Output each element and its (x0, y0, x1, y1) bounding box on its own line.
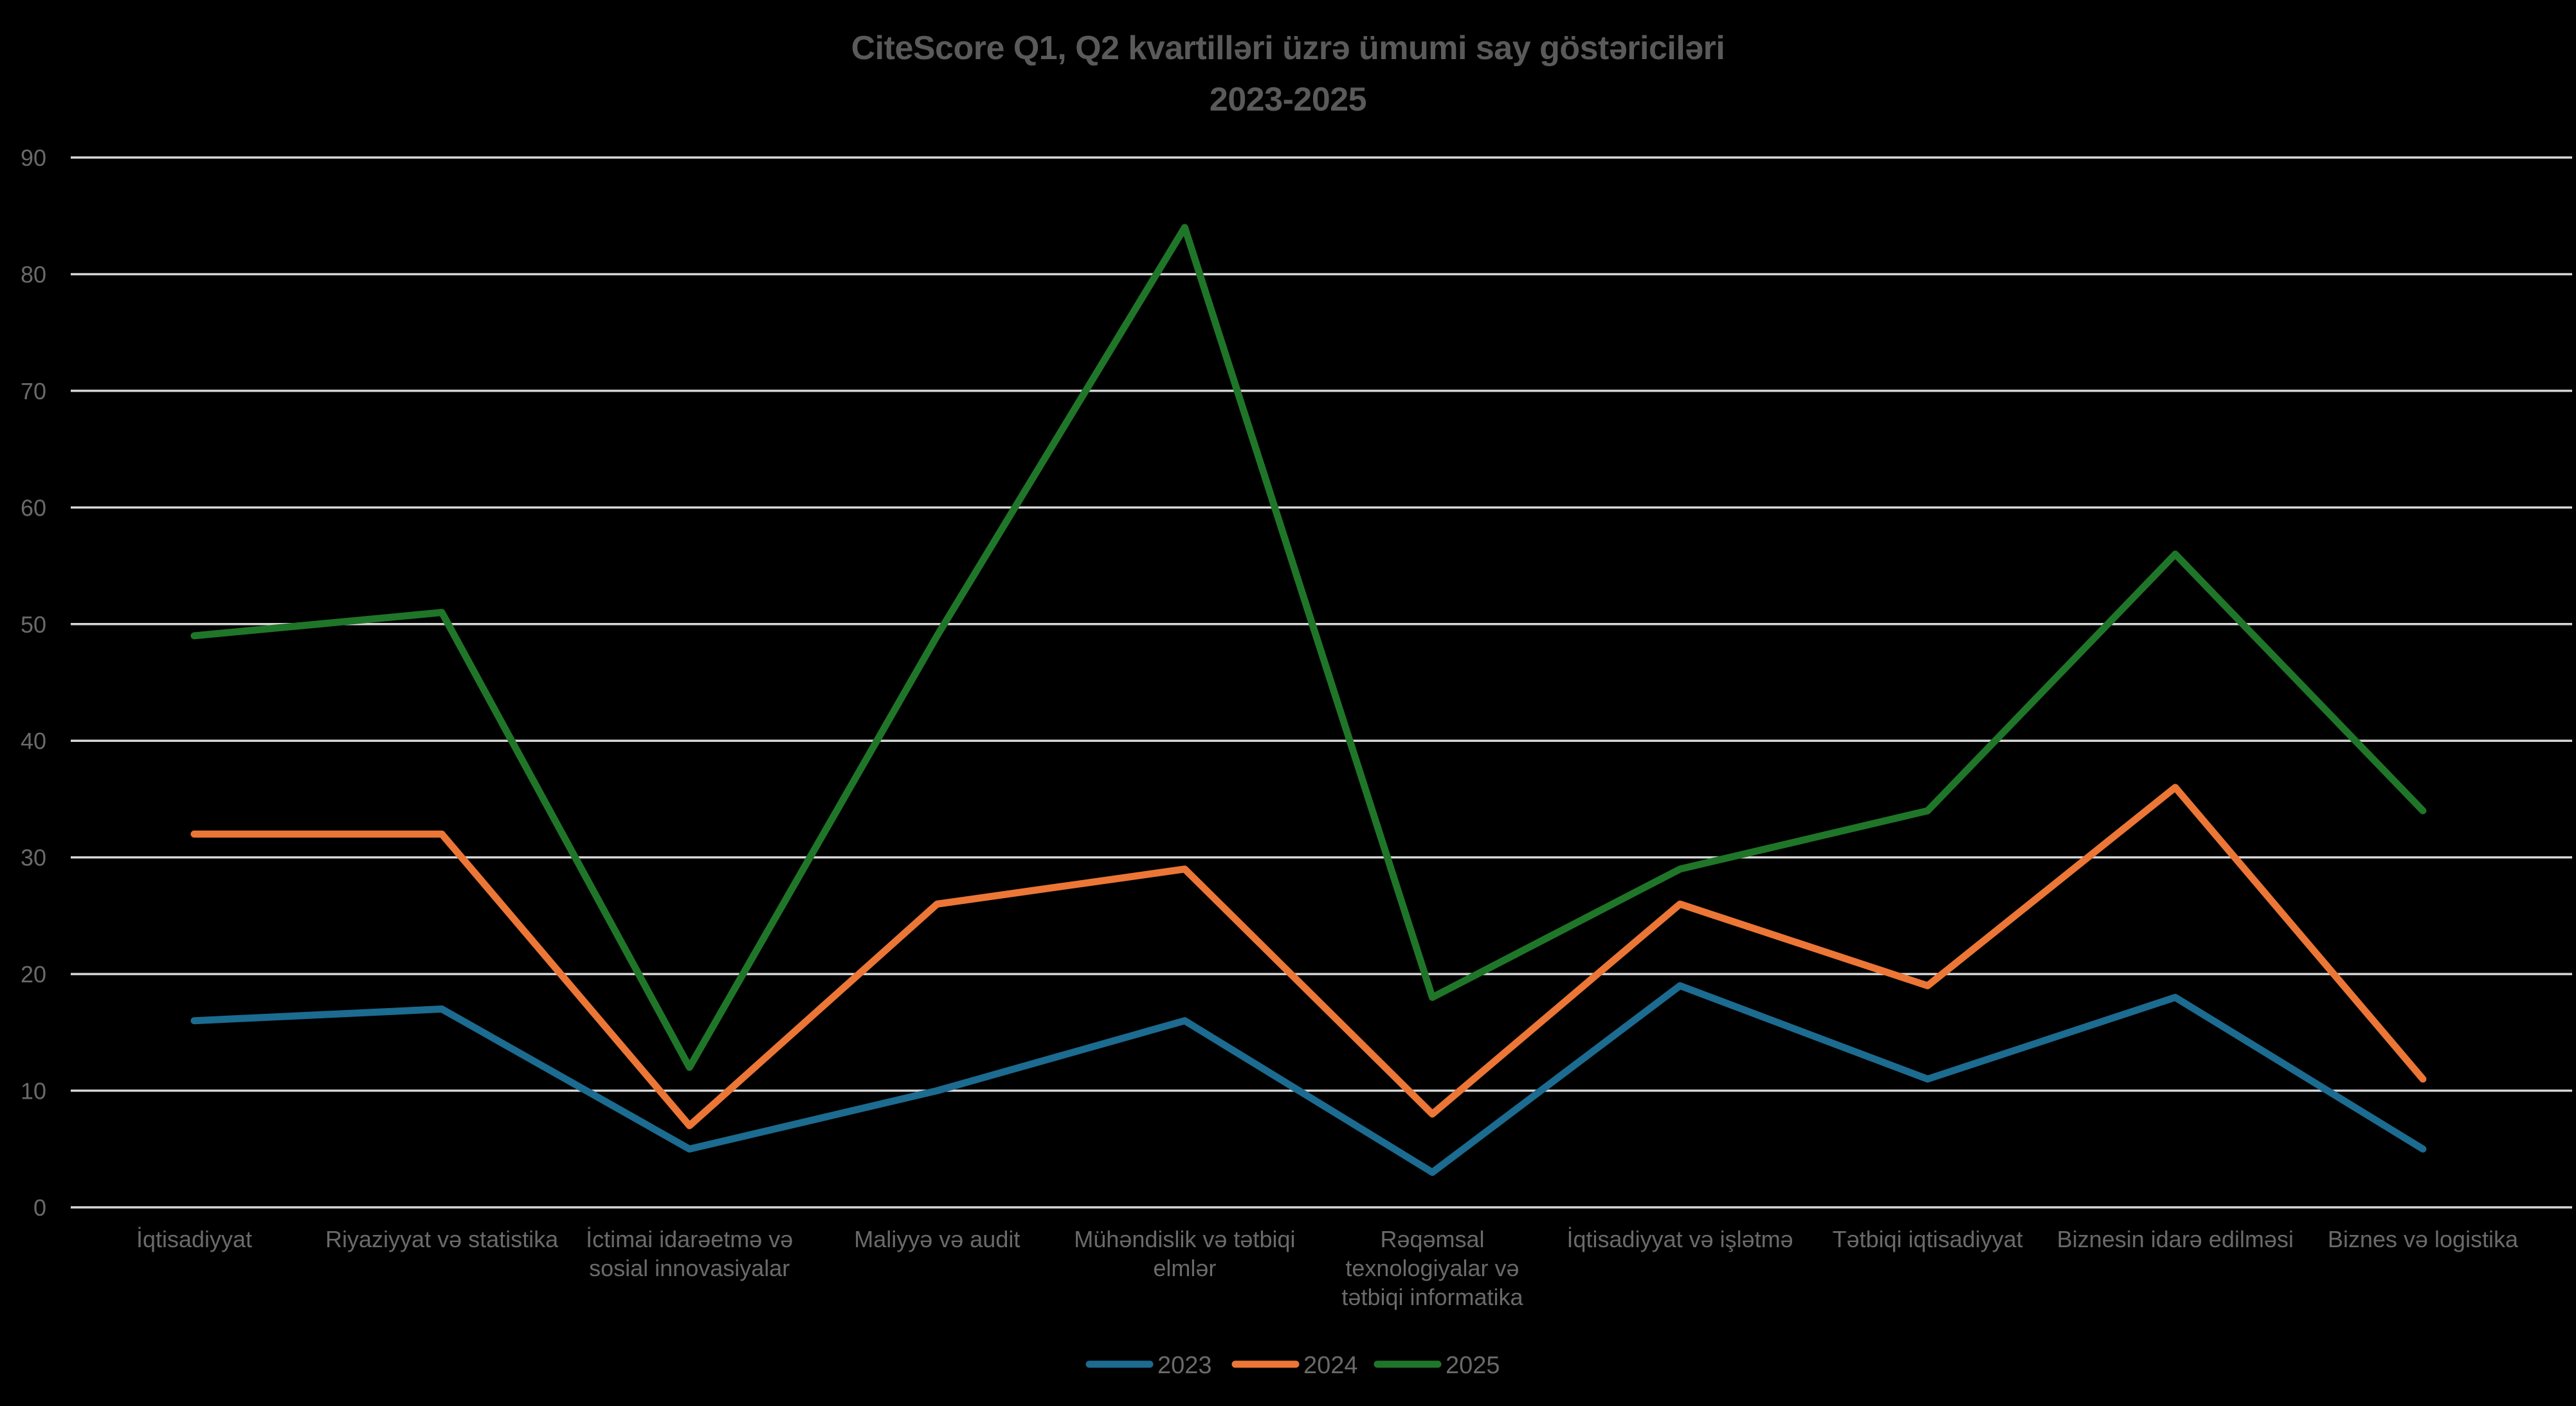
x-category-label-2-line-1: Riyaziyyat və statistika (325, 1226, 559, 1252)
x-category-label-7-line-1: İqtisadiyyat və işlətmə (1567, 1226, 1793, 1252)
x-category-label-3-line-2: sosial innovasiyalar (589, 1255, 790, 1281)
x-category-label-9-line-1: Biznesin idarə edilməsi (2057, 1226, 2294, 1252)
y-tick-label-40: 40 (21, 728, 46, 754)
legend-label-2023: 2023 (1157, 1352, 1212, 1379)
chart-title: CiteScore Q1, Q2 kvartilləri üzrə ümumi … (851, 30, 1725, 67)
legend-item-2024: 2024 (1231, 1352, 1358, 1379)
x-category-label-1-line-1: İqtisadiyyat (136, 1226, 252, 1252)
x-category-label-4-line-1: Maliyyə və audit (854, 1226, 1020, 1252)
legend-item-2023: 2023 (1085, 1352, 1212, 1379)
y-tick-label-10: 10 (21, 1078, 46, 1104)
y-tick-label-20: 20 (21, 961, 46, 987)
gridlines (71, 156, 2572, 1209)
series-lines (190, 224, 2427, 1176)
legend-label-2024: 2024 (1303, 1352, 1358, 1379)
x-category-label-6-line-3: tətbiqi informatika (1341, 1284, 1523, 1310)
x-category-label-5-line-2: elmlər (1153, 1255, 1216, 1281)
legend: 2023 2024 2025 (1085, 1352, 1500, 1379)
legend-label-2025: 2025 (1446, 1352, 1500, 1379)
series-line-2023 (190, 982, 2427, 1176)
y-tick-label-70: 70 (21, 378, 46, 404)
series-line-2024 (190, 784, 2427, 1130)
x-category-label-6-line-2: texnologiyalar və (1345, 1255, 1519, 1281)
chart-subtitle: 2023-2025 (1210, 81, 1366, 118)
y-tick-label-0: 0 (33, 1194, 46, 1221)
y-tick-label-60: 60 (21, 494, 46, 521)
y-axis-labels: 0 10 20 30 40 50 60 70 80 90 (21, 145, 46, 1221)
y-tick-label-80: 80 (21, 261, 46, 287)
x-axis-labels: İqtisadiyyat Riyaziyyat və statistika İcti… (136, 1226, 2519, 1310)
x-category-label-3-line-1: İctimai idarəetmə və (586, 1226, 793, 1252)
y-tick-label-30: 30 (21, 845, 46, 871)
x-category-label-6-line-1: Rəqəmsal (1380, 1226, 1484, 1252)
series-line-2025 (190, 224, 2427, 1071)
y-tick-label-50: 50 (21, 611, 46, 638)
x-category-label-10-line-1: Biznes və logistika (2328, 1226, 2519, 1252)
x-category-label-5-line-1: Mühəndislik və tətbiqi (1074, 1226, 1295, 1252)
y-tick-label-90: 90 (21, 145, 46, 171)
x-category-label-8-line-1: Tətbiqi iqtisadiyyat (1833, 1226, 2023, 1252)
legend-item-2025: 2025 (1374, 1352, 1500, 1379)
